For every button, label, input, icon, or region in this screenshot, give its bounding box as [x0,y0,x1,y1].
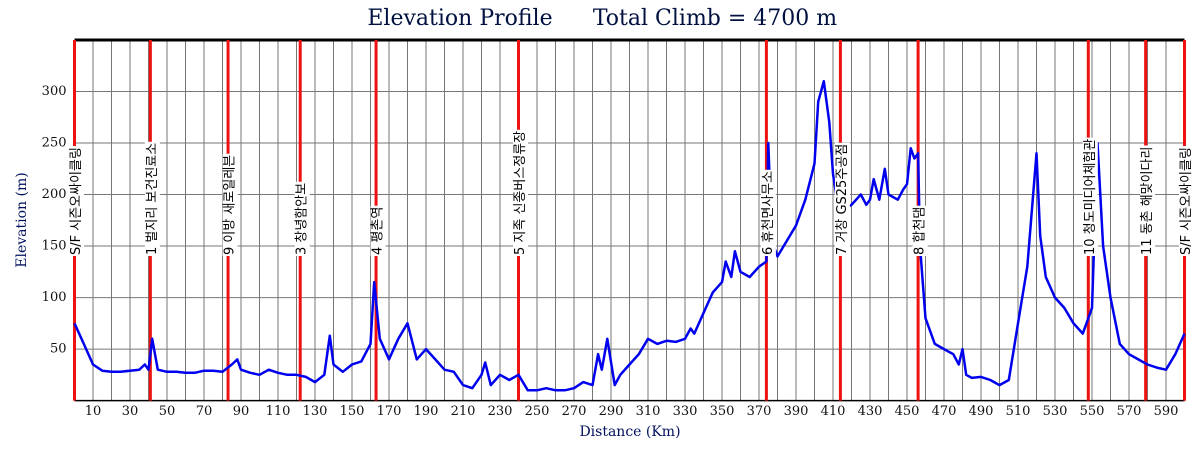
x-tick-label: 430 [858,404,883,419]
chart-subtitle: Total Climb = 4700 m [593,6,837,31]
y-axis-label: Elevation (m) [14,172,30,267]
checkpoint-label-bg [294,181,310,256]
x-tick-label: 190 [414,404,439,419]
checkpoint-label-bg [144,141,160,256]
y-tick-label: 200 [42,187,67,202]
checkpoint: 6 휴천면사무소 [760,169,776,256]
x-tick-label: 470 [932,404,957,419]
x-tick-label: 410 [821,404,846,419]
x-tick-label: 390 [784,404,809,419]
checkpoint: 10 청도미디어체험관 [1082,137,1098,256]
x-tick-label: 50 [159,404,176,419]
x-tick-label: 550 [1080,404,1105,419]
checkpoint-label-bg [1082,137,1098,256]
checkpoint-label: 7 거창 GS25주공점 [835,144,850,255]
checkpoint-label: 1 벌지리 보건진료소 [145,143,160,255]
checkpoint-label-bg [834,142,850,256]
checkpoint-label-bg [1140,145,1156,256]
x-tick-label: 490 [969,404,994,419]
checkpoint: S/F 시즌오싸이클링 [69,146,84,256]
checkpoint-label: S/F 시즌오싸이클링 [69,147,84,255]
x-tick-label: 530 [1043,404,1068,419]
checkpoint-label-bg [760,169,776,256]
checkpoint-label: 10 청도미디어체험관 [1083,139,1098,255]
checkpoint-label: 4 평촌역 [371,207,386,255]
checkpoint-label: 9 이방 새로일레븐 [223,155,238,255]
checkpoint-label-bg [370,205,386,256]
x-tick-label: 330 [673,404,698,419]
x-tick-label: 110 [266,404,291,419]
x-tick-label: 350 [710,404,735,419]
x-tick-label: 510 [1006,404,1031,419]
x-tick-label: 290 [599,404,624,419]
checkpoint-label: 5 지족 신종버스정류장 [513,131,528,255]
y-tick-label: 300 [42,84,67,99]
x-tick-label: 170 [377,404,402,419]
x-tick-label: 270 [562,404,587,419]
y-tick-label: 100 [42,290,67,305]
checkpoint: S/F 시즌오싸이클링 [1179,146,1194,256]
checkpoint: 7 거창 GS25주공점 [834,142,850,256]
checkpoint: 5 지족 신종버스정류장 [513,129,528,256]
checkpoint-label-bg [1179,146,1194,256]
checkpoint-label: 6 휴천면사무소 [761,171,776,255]
x-tick-label: 310 [636,404,661,419]
checkpoint-label-bg [69,146,84,256]
x-tick-label: 450 [895,404,920,419]
x-tick-label: 30 [122,404,139,419]
x-tick-label: 10 [85,404,102,419]
checkpoint-label: S/F 시즌오싸이클링 [1179,147,1194,255]
checkpoint-label-bg [222,153,238,256]
checkpoint: 11 동촌 해맞이다리 [1140,145,1156,256]
checkpoint: 8 합천댐 [912,205,928,256]
x-tick-label: 230 [488,404,513,419]
checkpoint: 4 평촌역 [370,205,386,256]
x-tick-label: 250 [525,404,550,419]
checkpoint-label-bg [513,129,528,256]
x-axis-label: Distance (Km) [579,424,680,440]
checkpoint-label: 11 동촌 해맞이다리 [1140,146,1155,255]
x-tick-label: 130 [303,404,328,419]
x-tick-label: 370 [747,404,772,419]
chart-title: Elevation Profile [367,6,552,31]
x-tick-label: 590 [1154,404,1179,419]
checkpoint-label-bg [912,205,928,256]
checkpoint: 3 창녕함안보 [294,181,310,256]
x-tick-label: 210 [451,404,476,419]
checkpoint-label: 8 합천댐 [913,207,928,255]
y-tick-label: 50 [50,342,67,357]
x-tick-label: 90 [233,404,250,419]
y-tick-label: 150 [42,239,67,254]
x-tick-label: 570 [1117,404,1142,419]
elevation-line [73,79,1186,392]
x-tick-label: 70 [196,404,213,419]
checkpoint: 9 이방 새로일레븐 [222,153,238,256]
x-tick-label: 150 [340,404,365,419]
checkpoint-label: 3 창녕함안보 [295,183,310,255]
checkpoint: 1 벌지리 보건진료소 [144,141,160,256]
y-tick-label: 250 [42,136,67,151]
